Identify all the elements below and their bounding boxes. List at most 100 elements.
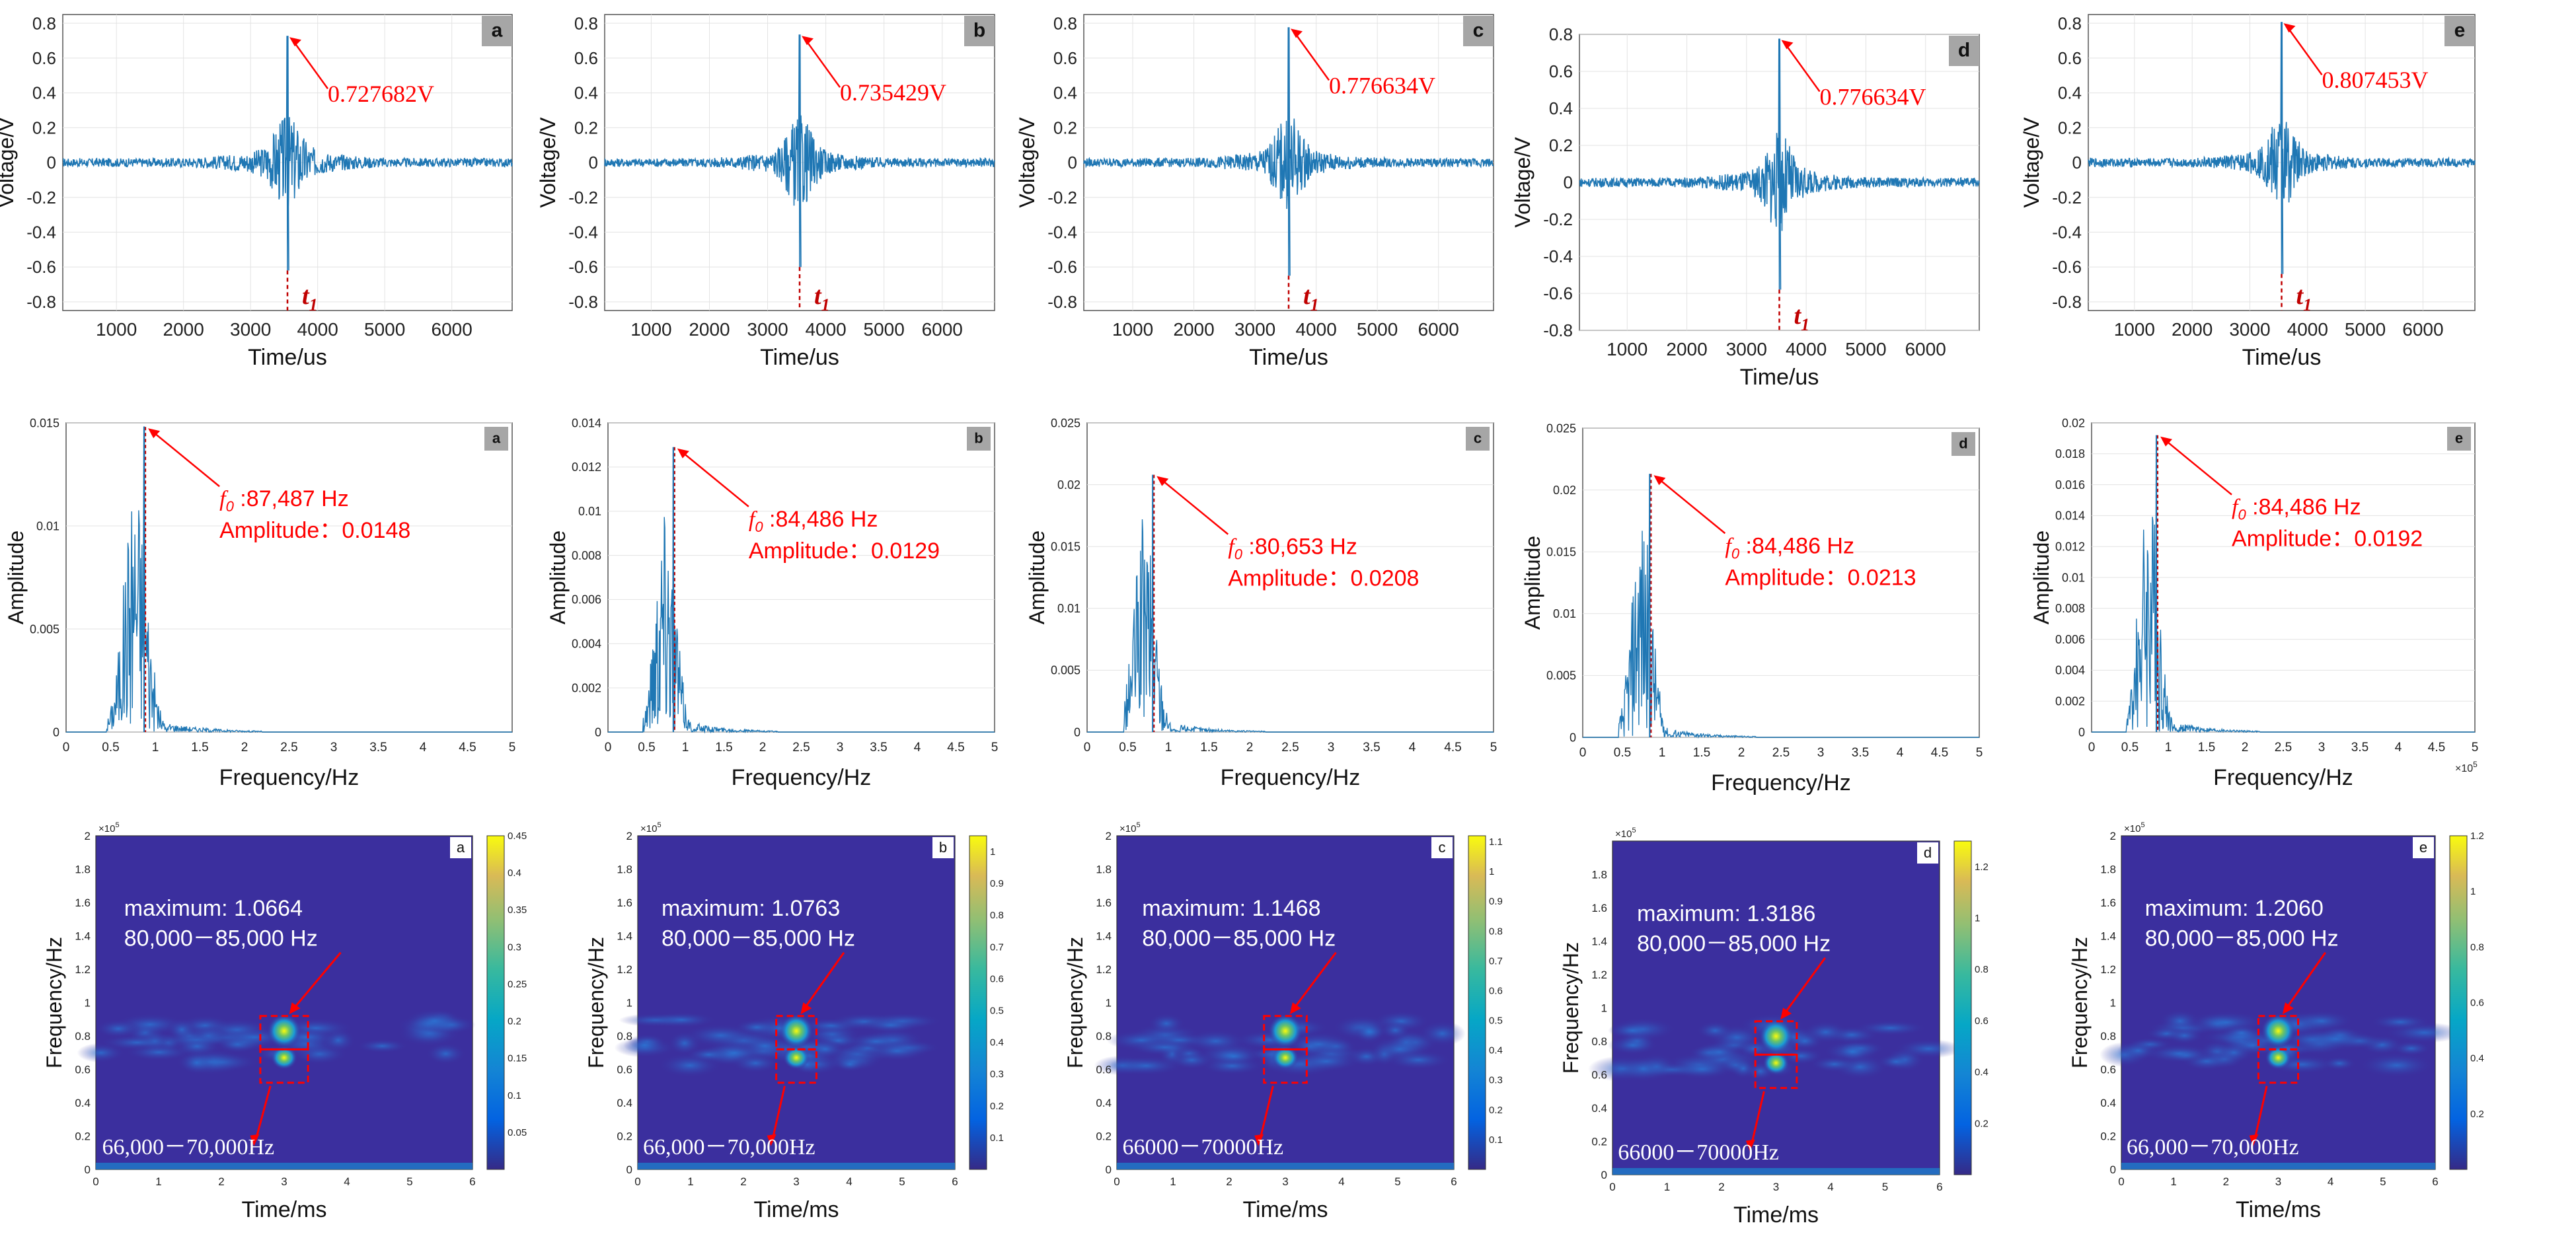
cwt-c-lower-hotspot <box>1272 1045 1299 1070</box>
wave-d: 0.8 0.6 0.4 0.2 0 -0.2 -0.4 -0.6 -0.8 1000 2000 300… <box>1511 24 1980 390</box>
wave-d-ytick-label: 0.2 <box>1549 135 1573 155</box>
cwt-d-upper-arrow <box>1782 957 1826 1017</box>
cwt-d-ytick-label: 0.4 <box>1591 1102 1607 1115</box>
wave-d-ytick-label: 0.4 <box>1549 98 1573 118</box>
spec-d-f0-arrow <box>1658 478 1726 535</box>
spec-e-ylabel: Amplitude <box>2029 531 2053 624</box>
cwt-c-xtick-label: 0 <box>1114 1175 1119 1188</box>
cwt-e-colorbar-tick: 0.2 <box>2470 1109 2484 1120</box>
spec-e-ytick-label: 0.014 <box>2055 509 2085 523</box>
spec-a-xlabel: Frequency/Hz <box>219 765 360 790</box>
cwt-b-badge-bg <box>932 837 954 858</box>
cwt-b-ytick-label: 1 <box>626 997 632 1010</box>
spec-c-xtick-label: 1.5 <box>1200 741 1217 755</box>
spec-a-xtick-label: 2.5 <box>280 741 297 755</box>
wave-a-ylabel: Voltage/V <box>0 117 18 208</box>
wave-b-xtick-label: 6000 <box>922 319 963 340</box>
wave-e-ytick-label: 0 <box>2072 153 2082 172</box>
cwt-c: maximum: 1.1468 80,000－85,000 Hz 66000－700… <box>1063 821 1503 1222</box>
cwt-e-ytick-label: 1.8 <box>2100 864 2116 876</box>
spec-d-xlabel: Frequency/Hz <box>1711 770 1851 795</box>
cwt-d: maximum: 1.3186 80,000－85,000 Hz 66000－700… <box>1559 827 1989 1228</box>
cwt-d-energy-band <box>1619 1055 1667 1082</box>
cwt-a-maximum-label: maximum: 1.0664 <box>124 896 303 921</box>
wave-c-xtick-label: 6000 <box>1418 319 1459 340</box>
cwt-d-xtick-label: 3 <box>1773 1181 1779 1193</box>
cwt-e-ytick-label: 1 <box>2110 997 2116 1010</box>
spec-b-f0-label: f0 :84,486 Hz <box>749 507 878 535</box>
cwt-b-energy-band <box>805 1039 845 1059</box>
cwt-c-heatmap-area <box>1116 835 1455 1170</box>
spec-c-f0-arrow <box>1161 479 1229 535</box>
cwt-a-xtick-label: 2 <box>218 1175 224 1188</box>
cwt-e-heatmap-area <box>2121 835 2436 1170</box>
cwt-c-colorbar-tick: 0.6 <box>1489 985 1503 996</box>
cwt-e-xtick-label: 5 <box>2380 1175 2386 1188</box>
wave-b-xlabel: Time/us <box>760 345 839 370</box>
cwt-c-xtick-label: 3 <box>1282 1175 1288 1188</box>
cwt-c-xtick-label: 5 <box>1394 1175 1400 1188</box>
spec-d-ytick-label: 0.025 <box>1546 422 1576 435</box>
cwt-d-energy-band <box>1803 1021 1849 1043</box>
cwt-c-energy-band <box>1419 1021 1466 1047</box>
cwt-c-ytick-label: 0.2 <box>1096 1130 1112 1143</box>
cwt-d-colorbar-tick: 1 <box>1975 913 1980 924</box>
spec-c-xtick-label: 0.5 <box>1119 741 1136 755</box>
cwt-a-badge-label: a <box>457 839 465 856</box>
cwt-c-xtick-label: 2 <box>1226 1175 1232 1188</box>
spec-e-ytick-label: 0.012 <box>2055 540 2085 554</box>
wave-e-badge-bg <box>2444 16 2475 46</box>
spec-b-badge-bg <box>967 427 991 451</box>
wave-d-ytick-label: 0.6 <box>1549 61 1573 81</box>
wave-e-peak-arrowhead <box>2283 23 2296 33</box>
wave-c-ytick-label: -0.4 <box>1047 223 1077 242</box>
wave-b-xtick-label: 2000 <box>689 319 730 340</box>
cwt-b-low-freq-strip <box>638 1162 955 1169</box>
spec-a-xtick-label: 1 <box>152 741 159 755</box>
cwt-c-colorbar <box>1468 835 1486 1170</box>
spec-e-xtick-label: 4 <box>2395 741 2402 755</box>
wave-c-ytick-label: 0.8 <box>1053 13 1077 33</box>
cwt-e-y-exponent: ×105 <box>2124 821 2145 834</box>
cwt-a-ytick-label: 0 <box>85 1163 91 1176</box>
wave-a-xtick-label: 5000 <box>364 319 405 340</box>
cwt-a-upper-arrowhead <box>289 1002 301 1015</box>
cwt-a-ytick-label: 2 <box>85 830 91 842</box>
cwt-a-energy-band <box>95 1019 141 1039</box>
cwt-a-xtick-label: 6 <box>469 1175 475 1188</box>
wave-b-xtick-label: 1000 <box>630 319 671 340</box>
cwt-b-energy-band <box>861 1017 921 1033</box>
spec-a-f0-label: f0 :87,487 Hz <box>219 486 349 515</box>
spec-c-spectrum-line <box>1087 474 1494 733</box>
cwt-a-ytick-label: 1.2 <box>75 963 91 976</box>
spec-a-ytick-label: 0 <box>53 725 59 739</box>
cwt-d-energy-band <box>1854 1020 1927 1036</box>
cwt-d-colorbar <box>1953 840 1972 1175</box>
cwt-c-ytick-label: 1.6 <box>1096 897 1112 909</box>
cwt-d-ytick-label: 0 <box>1601 1169 1607 1181</box>
cwt-b-xtick-label: 5 <box>899 1175 905 1188</box>
wave-c-xtick-label: 1000 <box>1112 319 1153 340</box>
spec-e-badge-bg <box>2447 427 2471 451</box>
spec-e-ytick-label: 0.02 <box>2062 416 2085 429</box>
cwt-c-energy-band <box>1148 1013 1185 1034</box>
wave-e-peak-arrow <box>2287 26 2323 75</box>
wave-c-ytick-label: 0 <box>1068 153 1077 172</box>
spec-d-ytick-label: 0.015 <box>1546 546 1576 559</box>
cwt-a-xtick-label: 4 <box>344 1175 350 1188</box>
spec-e-xtick-label: 3.5 <box>2351 741 2368 755</box>
spec-a-xtick-label: 4.5 <box>459 741 476 755</box>
spec-d-f0-arrowhead <box>1653 475 1666 486</box>
wave-a-xtick-label: 1000 <box>96 319 137 340</box>
cwt-b-colorbar-tick: 1 <box>990 846 995 858</box>
spec-e-ytick-label: 0.016 <box>2055 478 2085 492</box>
spec-c-xtick-label: 2 <box>1246 741 1254 755</box>
cwt-d-colorbar-tick: 0.2 <box>1975 1118 1989 1129</box>
spec-e-xtick-label: 4.5 <box>2428 741 2445 755</box>
spec-d-xtick-label: 0.5 <box>1614 746 1631 760</box>
cwt-c-colorbar-tick: 0.5 <box>1489 1015 1503 1027</box>
cwt-d-badge-bg <box>1917 842 1938 864</box>
spec-e-xtick-label: 1.5 <box>2198 741 2215 755</box>
spec-e-xtick-label: 2.5 <box>2275 741 2292 755</box>
spec-b: 0.014 0.012 0.01 0.008 0.006 0.004 0.002 00 0.5 1… <box>546 416 998 790</box>
